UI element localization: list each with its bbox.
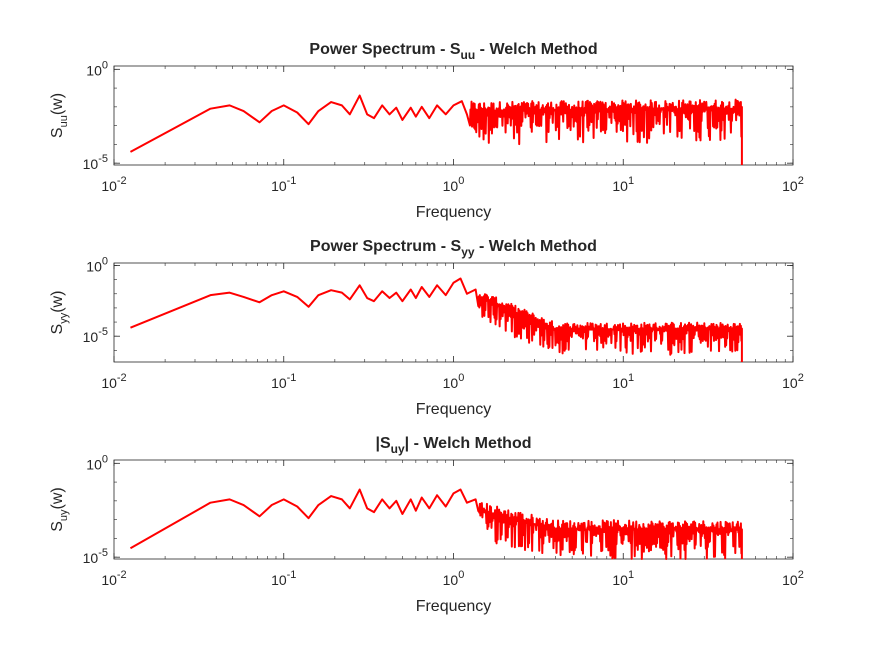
- y-tick-label: 10-5: [83, 547, 108, 566]
- x-tick-label: 100: [443, 569, 465, 588]
- y-tick-label: 100: [86, 453, 108, 472]
- y-tick-label: 10-5: [83, 326, 108, 345]
- x-axis-label: Frequency: [416, 401, 492, 418]
- subplot-1: 10-2 10-1 100 101 102 10-5 100 Power Spectrum -…: [49, 41, 804, 221]
- x-tick-label: 100: [443, 372, 465, 391]
- subplot-3: 10-2 10-1 100 101 102 10-5 100 |Suy| - Welch Me…: [49, 435, 804, 615]
- chart-title: |Suy| - Welch Method: [375, 435, 531, 456]
- chart-title: Power Spectrum - Suu - Welch Method: [309, 41, 597, 62]
- y-tick-label: 100: [86, 255, 108, 274]
- subplot-2: 10-2 10-1 100 101 102 10-5 100 Power Spectrum -…: [49, 238, 804, 418]
- x-tick-label: 10-1: [271, 372, 296, 391]
- x-tick-label: 102: [782, 569, 804, 588]
- y-tick-label: 100: [86, 59, 108, 78]
- axes-box: [113, 262, 794, 363]
- x-axis-label: Frequency: [416, 204, 492, 221]
- y-axis-label: Suu(w): [49, 93, 70, 138]
- series-line: [129, 94, 743, 165]
- x-axis-label: Frequency: [416, 598, 492, 615]
- chart-title: Power Spectrum - Syy - Welch Method: [310, 238, 597, 259]
- x-tick-label: 10-2: [101, 569, 126, 588]
- x-tick-label: 10-1: [271, 175, 296, 194]
- x-tick-label: 101: [612, 569, 634, 588]
- y-axis-label: Suy(w): [49, 487, 70, 532]
- y-axis-label: Syy(w): [49, 291, 70, 335]
- series-line: [130, 277, 743, 362]
- x-tick-label: 100: [443, 175, 465, 194]
- x-tick-label: 10-1: [271, 569, 296, 588]
- x-tick-label: 102: [782, 372, 804, 391]
- x-tick-label: 101: [612, 372, 634, 391]
- y-tick-label: 10-5: [83, 153, 108, 172]
- x-tick-label: 101: [612, 175, 634, 194]
- x-tick-label: 102: [782, 175, 804, 194]
- series-line: [129, 488, 743, 560]
- x-tick-label: 10-2: [101, 372, 126, 391]
- x-tick-label: 10-2: [101, 175, 126, 194]
- axes-box: [113, 459, 794, 560]
